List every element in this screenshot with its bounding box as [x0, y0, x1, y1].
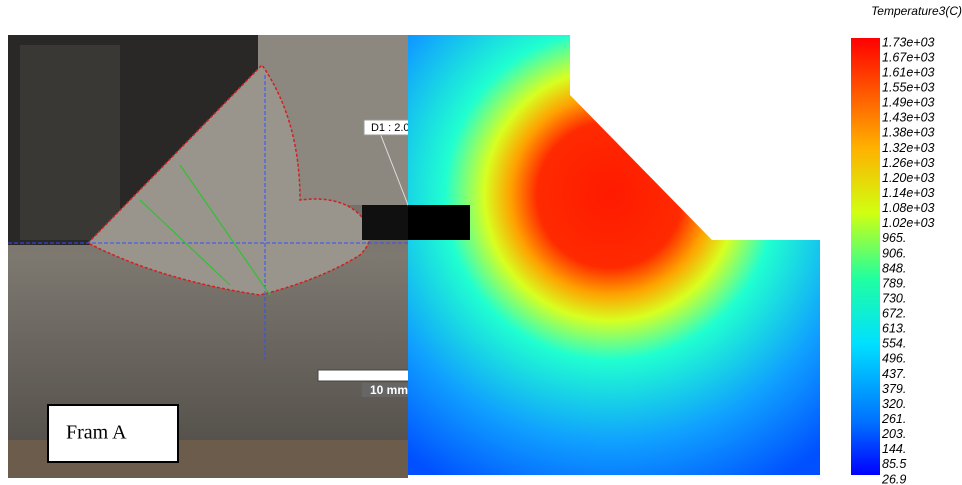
colorbar-label: 789.: [882, 276, 906, 290]
colorbar: [851, 38, 880, 475]
colorbar-label: 261.: [881, 412, 906, 426]
colorbar-label: 1.61e+03: [882, 65, 935, 79]
colorbar-label: 437.: [882, 367, 906, 381]
figure: D1 : 2.04 mm 10 mm Fram A Temperature3(C…: [0, 0, 962, 485]
colorbar-label: 1.67e+03: [882, 50, 935, 64]
colorbar-label: 496.: [882, 352, 906, 366]
colorbar-label: 1.43e+03: [882, 111, 935, 125]
colorbar-title: Temperature3(C): [871, 4, 962, 18]
colorbar-label: 1.20e+03: [882, 171, 935, 185]
colorbar-label: 1.73e+03: [882, 35, 935, 49]
colorbar-labels: 1.73e+031.67e+031.61e+03 1.55e+031.49e+03…: [881, 35, 935, 485]
colorbar-label: 203.: [881, 427, 906, 441]
colorbar-label: 672.: [882, 307, 906, 321]
simulation-contour: [408, 35, 820, 475]
colorbar-label: 730.: [882, 291, 906, 305]
colorbar-label: 1.08e+03: [882, 201, 935, 215]
colorbar-label: 320.: [882, 397, 906, 411]
colorbar-label: 1.32e+03: [882, 141, 935, 155]
colorbar-label: 848.: [882, 261, 906, 275]
colorbar-label: 554.: [882, 337, 906, 351]
colorbar-label: 1.02e+03: [882, 216, 935, 230]
colorbar-label: 906.: [882, 246, 906, 260]
colorbar-label: 1.55e+03: [882, 81, 935, 95]
frame-label: Fram A: [66, 422, 127, 444]
colorbar-label: 1.26e+03: [882, 156, 935, 170]
colorbar-label: 1.49e+03: [882, 96, 935, 110]
colorbar-label: 379.: [882, 382, 906, 396]
colorbar-label: 85.5: [882, 457, 906, 471]
colorbar-label: 1.14e+03: [882, 186, 935, 200]
colorbar-label: 965.: [882, 231, 906, 245]
colorbar-label: 26.9: [881, 472, 906, 485]
scale-bar-label: 10 mm: [370, 383, 408, 397]
colorbar-label: 613.: [882, 322, 906, 336]
colorbar-label: 1.38e+03: [882, 126, 935, 140]
macrograph: D1 : 2.04 mm 10 mm Fram A: [8, 35, 462, 478]
colorbar-label: 144.: [882, 442, 906, 456]
